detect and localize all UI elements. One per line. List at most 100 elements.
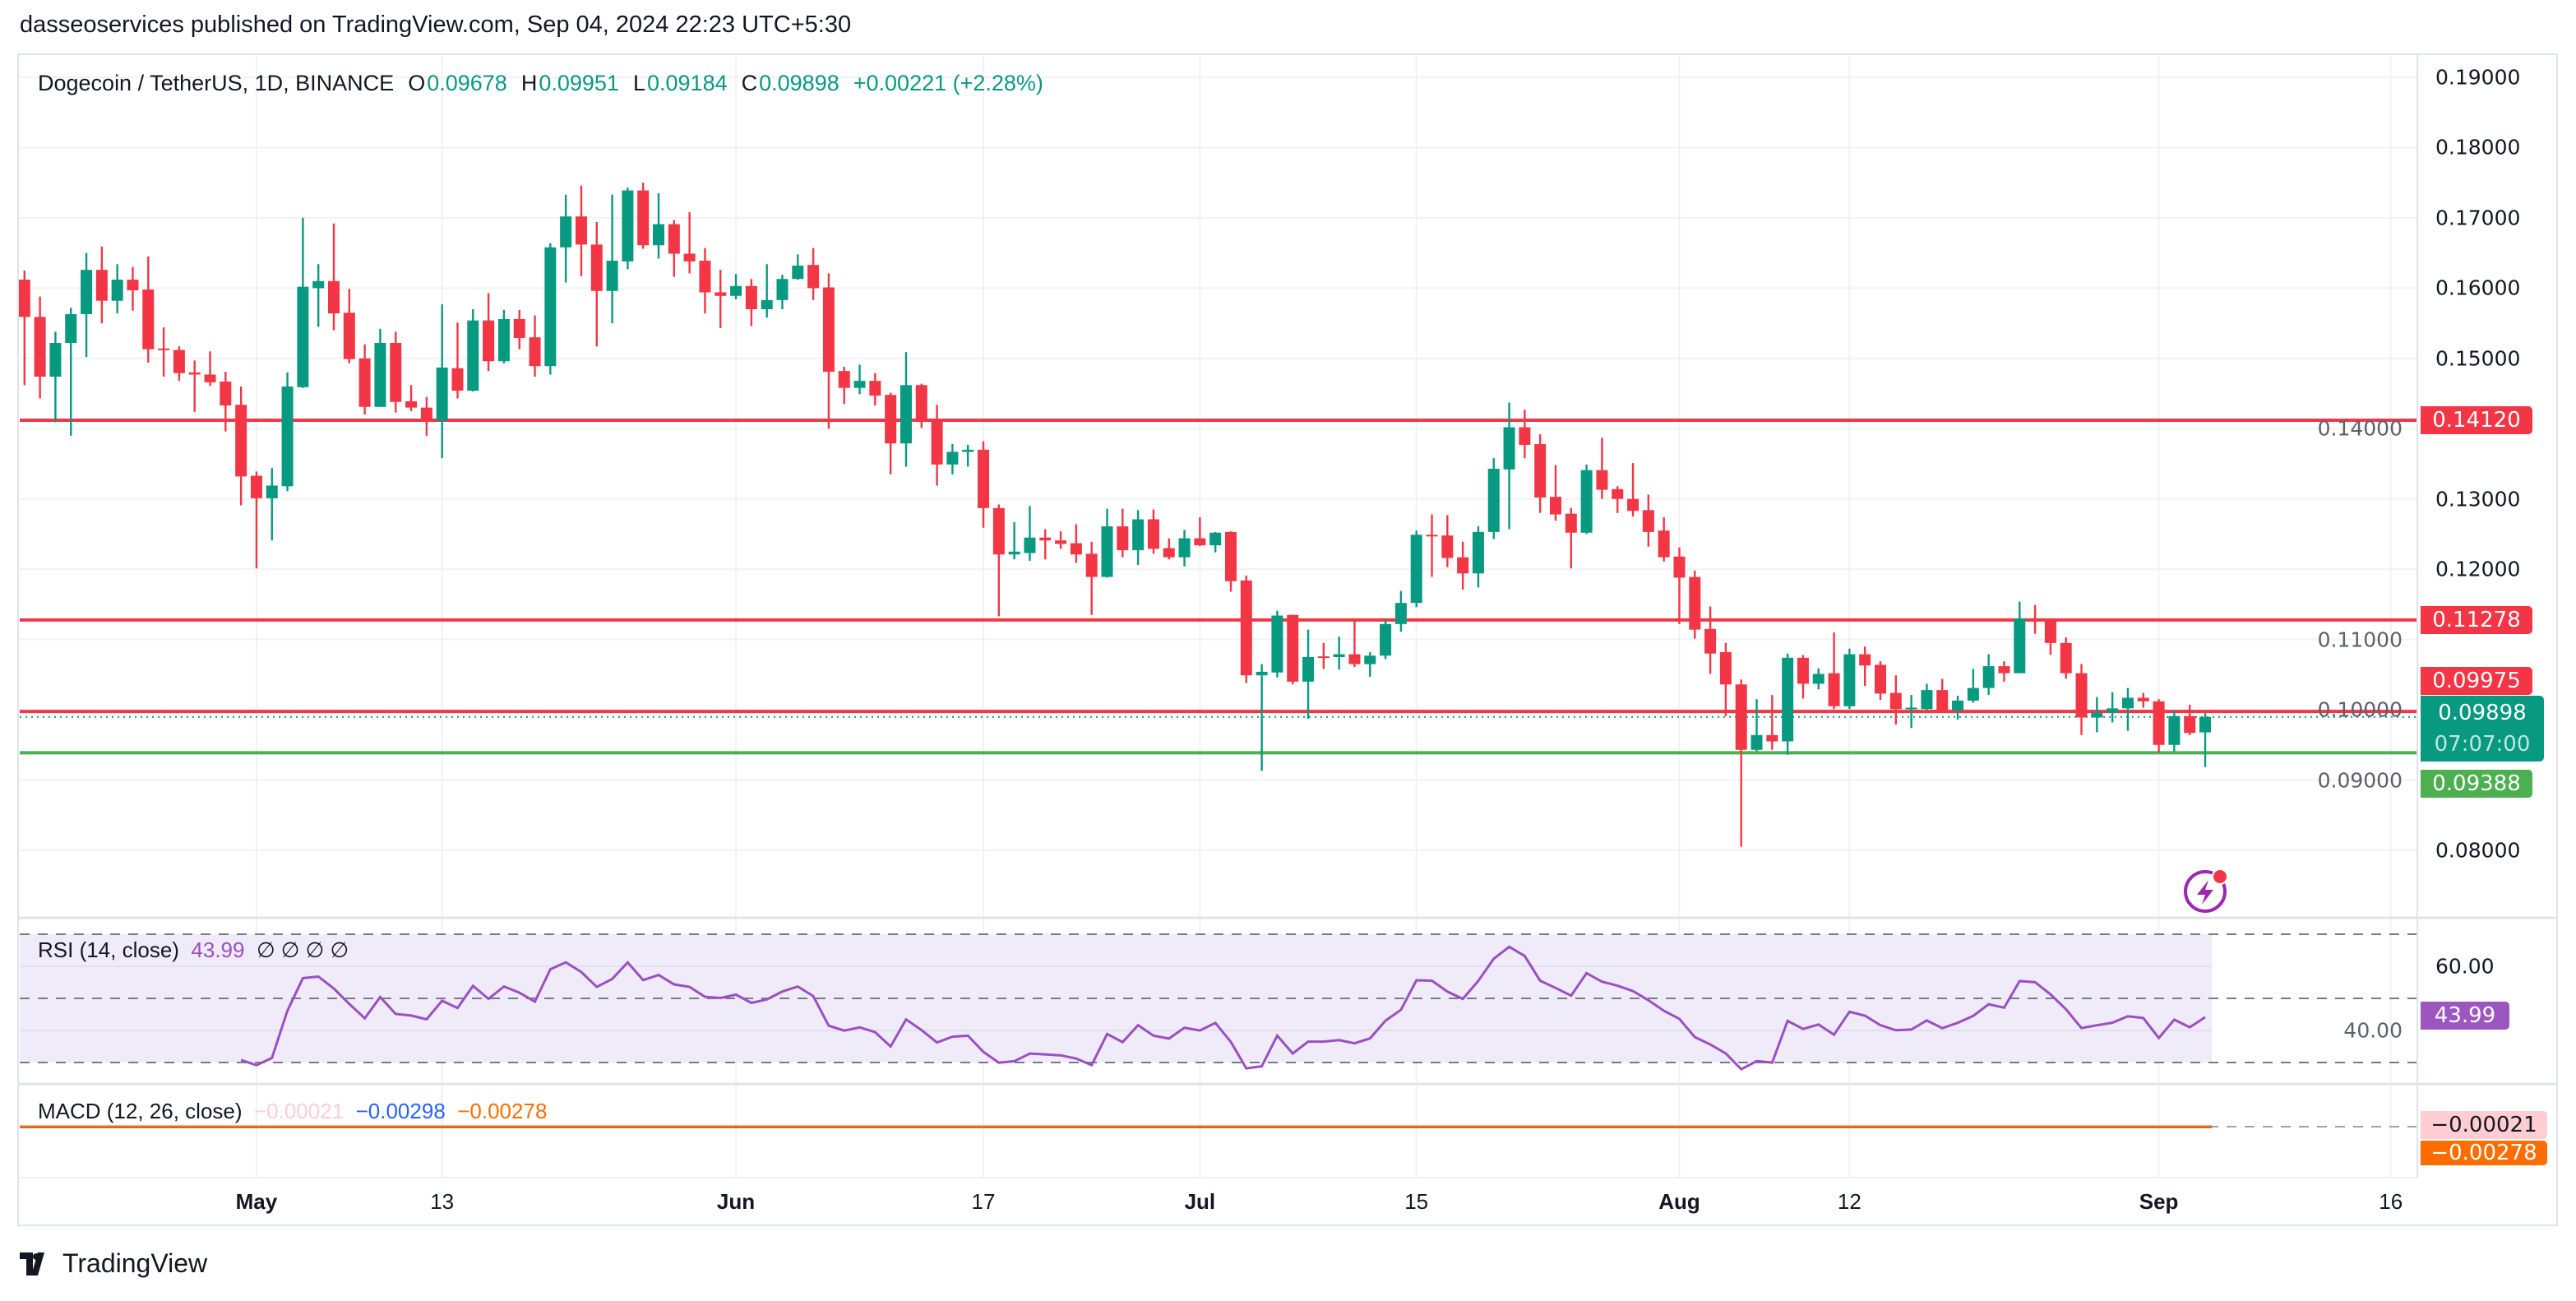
candle[interactable] xyxy=(204,351,216,387)
candle[interactable] xyxy=(420,396,432,436)
candle[interactable] xyxy=(1782,653,1794,755)
candle[interactable] xyxy=(590,222,603,347)
candle[interactable] xyxy=(1178,530,1191,567)
candle[interactable] xyxy=(374,328,386,407)
candle[interactable] xyxy=(1519,410,1531,459)
candle[interactable] xyxy=(1658,516,1670,562)
candle[interactable] xyxy=(1766,695,1778,750)
candle[interactable] xyxy=(1287,614,1299,685)
candle[interactable] xyxy=(1472,526,1484,588)
candle[interactable] xyxy=(1194,516,1206,546)
candle[interactable] xyxy=(1797,655,1809,699)
candle[interactable] xyxy=(807,248,820,300)
candle[interactable] xyxy=(885,392,897,475)
candle[interactable] xyxy=(1905,695,1917,729)
candle[interactable] xyxy=(560,194,572,283)
candle[interactable] xyxy=(575,185,587,276)
candle[interactable] xyxy=(1457,541,1469,590)
candle[interactable] xyxy=(1333,637,1345,670)
candle[interactable] xyxy=(1147,509,1159,554)
candle[interactable] xyxy=(1503,402,1515,530)
candle[interactable] xyxy=(1224,531,1237,592)
candle[interactable] xyxy=(2184,705,2196,735)
candle[interactable] xyxy=(838,367,850,405)
candle[interactable] xyxy=(142,256,155,363)
candle[interactable] xyxy=(1719,642,1732,716)
candle[interactable] xyxy=(2029,604,2042,634)
candle[interactable] xyxy=(1024,506,1036,561)
candle[interactable] xyxy=(2107,692,2119,723)
candle[interactable] xyxy=(699,248,711,314)
candle[interactable] xyxy=(343,289,355,363)
symbol-name[interactable]: Dogecoin / TetherUS, 1D, BINANCE xyxy=(38,71,395,95)
candle[interactable] xyxy=(1039,529,1052,560)
macd-legend[interactable]: MACD (12, 26, close) −0.00021 −0.00298 −… xyxy=(38,1099,547,1124)
candle[interactable] xyxy=(1441,515,1454,567)
candle[interactable] xyxy=(776,275,789,309)
candle[interactable] xyxy=(2121,688,2134,731)
candle[interactable] xyxy=(1750,699,1763,752)
candle[interactable] xyxy=(1209,531,1222,553)
candle[interactable] xyxy=(1117,508,1129,558)
candle[interactable] xyxy=(637,183,650,249)
candle[interactable] xyxy=(915,383,927,428)
candle[interactable] xyxy=(1612,486,1624,513)
candle[interactable] xyxy=(34,296,46,399)
candle[interactable] xyxy=(1256,664,1268,771)
candle[interactable] xyxy=(792,254,804,280)
candle[interactable] xyxy=(978,441,990,528)
candle[interactable] xyxy=(1085,541,1098,615)
candle[interactable] xyxy=(390,331,402,413)
candle[interactable] xyxy=(1394,590,1407,632)
candle[interactable] xyxy=(2199,713,2212,767)
candle[interactable] xyxy=(2091,697,2103,733)
candle[interactable] xyxy=(1055,531,1067,549)
candle[interactable] xyxy=(853,364,866,395)
candle[interactable] xyxy=(467,308,479,391)
candle[interactable] xyxy=(1952,695,1964,720)
candle[interactable] xyxy=(1070,524,1082,563)
candle[interactable] xyxy=(1998,661,2010,682)
candle[interactable] xyxy=(2014,601,2026,674)
candle[interactable] xyxy=(869,373,881,406)
candle[interactable] xyxy=(81,252,93,358)
candle[interactable] xyxy=(1317,642,1330,669)
candle[interactable] xyxy=(1936,678,1949,711)
candle[interactable] xyxy=(297,217,309,388)
candle[interactable] xyxy=(513,309,525,350)
candle[interactable] xyxy=(250,471,262,569)
candle[interactable] xyxy=(1828,632,1840,710)
candle[interactable] xyxy=(1642,494,1654,547)
candle[interactable] xyxy=(312,264,325,327)
candle[interactable] xyxy=(1627,463,1639,517)
candle[interactable] xyxy=(1534,434,1547,513)
candle[interactable] xyxy=(1101,508,1113,578)
candle[interactable] xyxy=(2153,699,2165,753)
candle[interactable] xyxy=(1348,621,1361,667)
candle[interactable] xyxy=(1704,606,1717,674)
candle[interactable] xyxy=(451,322,464,399)
candle[interactable] xyxy=(1163,538,1175,560)
candle[interactable] xyxy=(1596,438,1608,499)
candle[interactable] xyxy=(1302,629,1315,720)
candle[interactable] xyxy=(1859,646,1871,686)
candle[interactable] xyxy=(606,194,618,324)
candle[interactable] xyxy=(483,293,495,372)
candle[interactable] xyxy=(962,444,974,467)
candle[interactable] xyxy=(900,352,912,467)
candle[interactable] xyxy=(18,270,30,386)
candle[interactable] xyxy=(281,372,294,492)
candle[interactable] xyxy=(173,346,185,382)
candle[interactable] xyxy=(1364,651,1376,677)
candle[interactable] xyxy=(544,243,557,375)
candle[interactable] xyxy=(65,308,77,436)
candle[interactable] xyxy=(1487,458,1500,539)
candle[interactable] xyxy=(822,273,835,429)
candle[interactable] xyxy=(529,315,541,377)
candle[interactable] xyxy=(2137,692,2149,708)
candle[interactable] xyxy=(158,327,170,377)
candle[interactable] xyxy=(1008,521,1020,560)
candle[interactable] xyxy=(1673,547,1686,624)
candle[interactable] xyxy=(1410,530,1422,608)
candle[interactable] xyxy=(1812,668,1824,690)
